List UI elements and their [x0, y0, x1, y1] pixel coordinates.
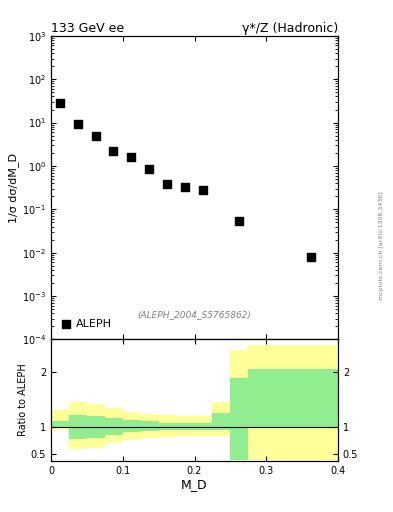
ALEPH	[75, 119, 81, 127]
ALEPH	[164, 180, 171, 188]
Text: (ALEPH_2004_S5765862): (ALEPH_2004_S5765862)	[138, 311, 252, 319]
Text: γ*/Z (Hadronic): γ*/Z (Hadronic)	[242, 22, 338, 35]
ALEPH	[146, 165, 152, 173]
Text: mcplots.cern.ch [arXiv:1306.3436]: mcplots.cern.ch [arXiv:1306.3436]	[379, 191, 384, 300]
ALEPH	[200, 186, 206, 194]
ALEPH	[92, 132, 99, 140]
ALEPH	[110, 147, 117, 155]
Legend: ALEPH: ALEPH	[57, 315, 116, 334]
ALEPH	[308, 253, 314, 261]
X-axis label: M_D: M_D	[181, 478, 208, 492]
Y-axis label: 1/σ dσ/dM_D: 1/σ dσ/dM_D	[8, 153, 19, 223]
ALEPH	[128, 153, 134, 161]
ALEPH	[182, 183, 188, 191]
Y-axis label: Ratio to ALEPH: Ratio to ALEPH	[18, 364, 28, 436]
ALEPH	[236, 217, 242, 225]
Text: 133 GeV ee: 133 GeV ee	[51, 22, 124, 35]
ALEPH	[57, 99, 63, 108]
